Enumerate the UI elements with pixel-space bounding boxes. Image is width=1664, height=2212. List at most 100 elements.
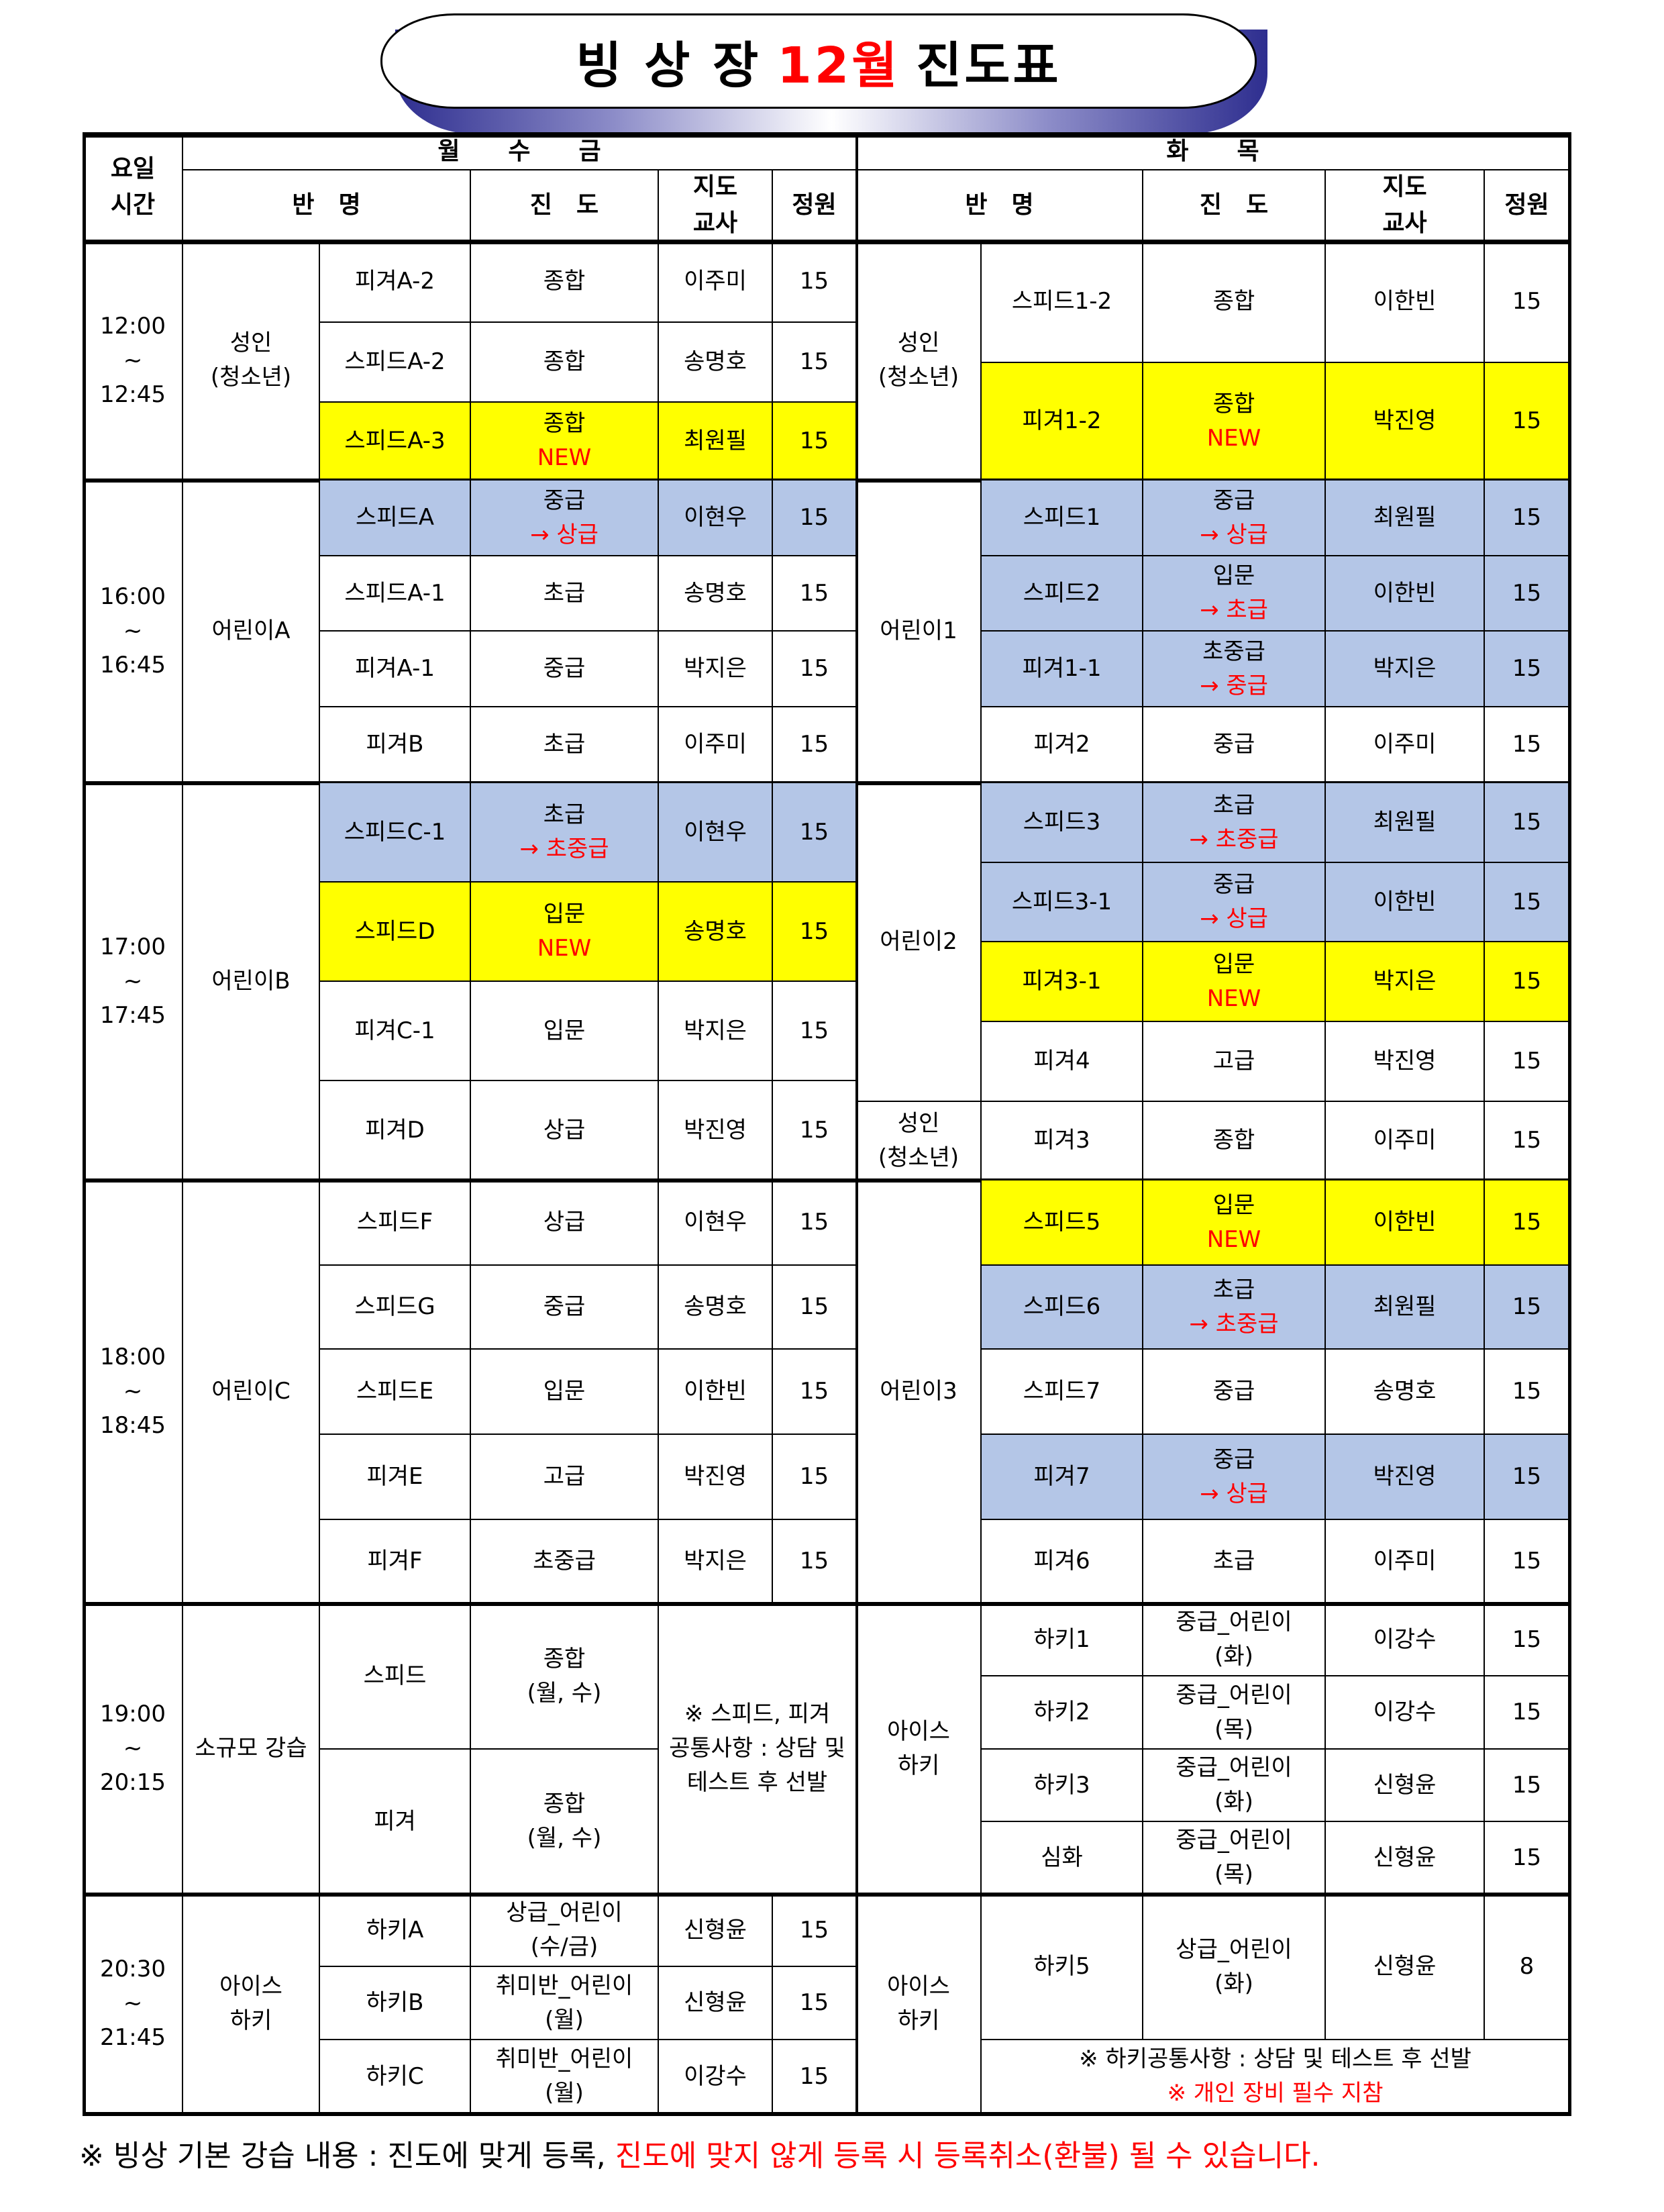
capacity-value: 15	[799, 1989, 829, 2016]
capacity-value: 15	[799, 268, 829, 295]
capacity-cell: 15	[773, 323, 857, 403]
class-name-cell: 피겨6	[982, 1520, 1143, 1604]
teacher-name: 최원필	[1373, 504, 1437, 531]
capacity-cell: 8	[1485, 1895, 1570, 2040]
class-name: 피겨7	[1033, 1463, 1090, 1490]
header-mwf: 월 수 금	[183, 134, 857, 170]
footer-note: ※ 빙상 기본 강습 내용 : 진도에 맞게 등록, 진도에 맞지 않게 등록 …	[79, 2131, 1320, 2174]
teacher-cell: 이주미	[659, 242, 773, 323]
teacher-name: 신형윤	[1373, 1844, 1437, 1871]
teacher-name: 박진영	[1373, 1048, 1437, 1074]
teacher-cell: 이한빈	[1326, 242, 1485, 363]
level-cell: 종합	[471, 323, 659, 403]
level-text: 상급	[543, 1209, 586, 1236]
group-name: 어린이C	[211, 1378, 291, 1405]
class-name-cell: 피겨1-1	[982, 632, 1143, 707]
level-cell: 입문 NEW	[471, 883, 659, 982]
level-change: NEW	[537, 935, 592, 962]
capacity-cell: 15	[1485, 1604, 1570, 1676]
class-name-cell: 스피드3-1	[982, 863, 1143, 942]
header-label: 월 수 금	[437, 138, 601, 165]
capacity-value: 15	[799, 1209, 829, 1236]
class-name-cell: 피겨A-1	[320, 632, 471, 707]
class-name: 하키5	[1033, 1953, 1090, 1980]
teacher-name: 박지은	[684, 1017, 747, 1044]
day-group-divider	[856, 134, 858, 2114]
level-text: 종합	[543, 348, 586, 375]
level-cell: 초급	[471, 556, 659, 632]
level-text: 초급	[543, 731, 586, 758]
capacity-value: 15	[799, 1463, 829, 1490]
capacity-cell: 15	[1485, 481, 1570, 556]
group-name: 어린이1	[880, 617, 957, 644]
teacher-cell: 최원필	[1326, 481, 1485, 556]
class-name: 하키A	[366, 1916, 424, 1944]
group-name: 아이스 하키	[887, 1717, 950, 1779]
level-cell: 종합 (월, 수)	[471, 1750, 659, 1895]
level-text: 종합 (월, 수)	[527, 1791, 602, 1852]
teacher-cell: 이강수	[1326, 1676, 1485, 1750]
capacity-cell: 15	[1485, 1822, 1570, 1895]
class-name: 스피드1-2	[1011, 288, 1112, 315]
time-slot: 16:00 ~16:45	[84, 481, 183, 783]
level-change: NEW	[537, 444, 592, 471]
equipment-note: ※ 개인 장비 필수 지참	[1167, 2080, 1384, 2107]
capacity-value: 15	[799, 818, 829, 846]
time-separator: ~	[123, 617, 143, 644]
capacity-value: 15	[1512, 1771, 1542, 1799]
class-name: 피겨1-1	[1022, 655, 1102, 682]
common-note: ※ 스피드, 피겨 공통사항 : 상담 및 테스트 후 선발	[659, 1604, 857, 1895]
time-end: 21:45	[100, 2024, 166, 2051]
level-cell: 중급	[471, 632, 659, 707]
level-text: 취미반_어린이 (월)	[495, 1972, 633, 2033]
level-change: → 초중급	[519, 836, 609, 862]
level-cell: 중급_어린이 (목)	[1143, 1676, 1326, 1750]
capacity-cell: 15	[1485, 1266, 1570, 1350]
title-month: 12월	[777, 36, 900, 95]
capacity-value: 15	[1512, 1548, 1542, 1574]
capacity-cell: 15	[773, 403, 857, 481]
class-name-cell: 피겨C-1	[320, 982, 471, 1081]
level-text: 종합	[1212, 390, 1255, 417]
right-group-label: 어린이1	[857, 481, 982, 783]
capacity-cell: 15	[1485, 1180, 1570, 1266]
header-capacity: 정원	[773, 170, 857, 242]
teacher-cell: 이주미	[1326, 1520, 1485, 1604]
right-group-label: 성인 (청소년)	[857, 1102, 982, 1180]
class-name-cell: 피겨A-2	[320, 242, 471, 323]
teacher-name: 박진영	[1373, 407, 1437, 434]
left-group-label: 아이스 하키	[183, 1895, 320, 2114]
capacity-value: 15	[1512, 1209, 1542, 1236]
left-group-label: 소규모 강습	[183, 1604, 320, 1895]
teacher-cell: 신형윤	[1326, 1822, 1485, 1895]
capacity-value: 15	[1512, 579, 1542, 607]
class-name-cell: 하키A	[320, 1895, 471, 1967]
class-name-cell: 피겨B	[320, 707, 471, 783]
level-text: 중급_어린이 (화)	[1176, 1609, 1292, 1670]
capacity-value: 15	[799, 579, 829, 607]
level-cell: 초중급 → 중급	[1143, 632, 1326, 707]
header-teacher: 지도 교사	[1326, 170, 1485, 242]
class-name: 피겨6	[1033, 1548, 1090, 1574]
class-name: 스피드7	[1023, 1378, 1101, 1405]
level-cell: 종합 (월, 수)	[471, 1604, 659, 1750]
level-text: 종합	[1212, 1127, 1255, 1154]
left-group-label: 어린이C	[183, 1180, 320, 1604]
capacity-cell: 15	[773, 1967, 857, 2040]
header-day-time: 요일 시간	[84, 134, 183, 242]
teacher-name: 박지은	[1373, 968, 1437, 995]
class-name: 피겨A-2	[355, 268, 435, 295]
level-cell: 초중급	[471, 1520, 659, 1604]
capacity-cell: 15	[773, 481, 857, 556]
capacity-value: 15	[1512, 655, 1542, 682]
header-label: 진 도	[529, 191, 599, 219]
group-name: 성인 (청소년)	[878, 330, 959, 391]
class-name: 스피드3	[1023, 809, 1101, 836]
level-text: 초급	[1212, 1548, 1255, 1574]
teacher-name: 신형윤	[684, 1989, 747, 2016]
class-name-cell: 하키5	[982, 1895, 1143, 2040]
level-cell: 중급_어린이 (목)	[1143, 1822, 1326, 1895]
class-name-cell: 스피드3	[982, 783, 1143, 863]
section-divider	[84, 1893, 1570, 1897]
class-name: 스피드2	[1023, 579, 1101, 607]
